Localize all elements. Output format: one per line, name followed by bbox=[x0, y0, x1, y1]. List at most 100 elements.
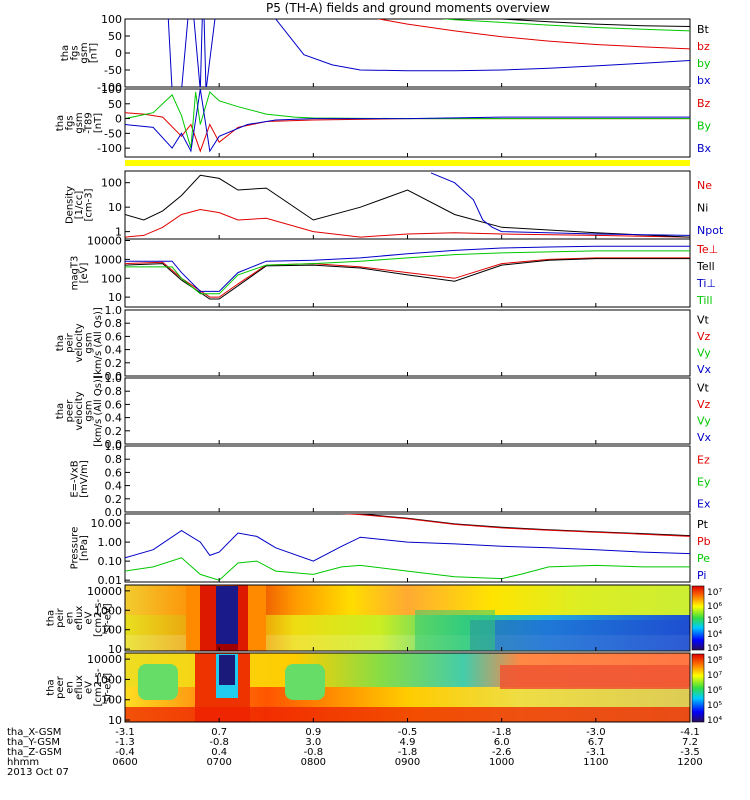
legend-label-1-2: Bx bbox=[697, 142, 712, 155]
series-line-7-Pb bbox=[340, 514, 690, 537]
series-line-3-Ti⊥ bbox=[125, 245, 690, 292]
series-line-7-Pe bbox=[125, 557, 690, 581]
y-tick-label-5-2: 0.6 bbox=[105, 398, 123, 411]
time-axis-value-6-3: 1200 bbox=[677, 757, 702, 768]
y-tick-label-4-1: 0.8 bbox=[105, 317, 123, 330]
time-axis-value-3-1: 4.9 bbox=[400, 737, 416, 748]
y-tick-label-4-0: 1.0 bbox=[105, 304, 123, 317]
colorbar-label-eir-1: 10⁶ bbox=[707, 602, 722, 612]
time-axis-value-2-0: 0.9 bbox=[305, 727, 321, 738]
y-axis-label-9-4: eV bbox=[84, 681, 95, 694]
y-axis-label-2-1: [1/cc] bbox=[74, 191, 85, 220]
y-tick-label-9-0: 10000 bbox=[87, 653, 122, 666]
legend-label-6-0: Ez bbox=[697, 453, 710, 466]
y-axis-label-1-0: tha bbox=[55, 115, 66, 131]
y-axis-label-7-0: Pressure bbox=[69, 527, 80, 570]
y-axis-label-4-4: [km/s (All Qs)] bbox=[93, 307, 104, 379]
peir-spec-dropout-low bbox=[216, 644, 238, 651]
legend-label-4-2: Vy bbox=[697, 347, 711, 360]
y-axis-label-9-5: [cm2-s- bbox=[93, 668, 104, 706]
time-axis-value-1-1: -0.8 bbox=[209, 737, 229, 748]
panel-efield-frame bbox=[124, 445, 691, 513]
time-axis-value-5-1: 6.7 bbox=[588, 737, 604, 748]
peer-spec-green-1 bbox=[138, 664, 178, 700]
y-axis-label-0-0: tha bbox=[60, 45, 71, 61]
legend-label-2-2: Npot bbox=[697, 224, 724, 237]
legend-label-4-1: Vz bbox=[697, 330, 711, 343]
time-axis-value-3-0: -0.5 bbox=[398, 727, 418, 738]
y-tick-label-8-1: 1000 bbox=[94, 604, 122, 617]
y-tick-label-3-2: 100 bbox=[101, 272, 122, 285]
y-axis-label-8-5: [cm2-s- bbox=[93, 599, 104, 637]
y-axis-label-5-1: peer bbox=[65, 399, 76, 423]
y-axis-label-8-1: peir bbox=[55, 607, 66, 627]
y-tick-label-6-3: 0.4 bbox=[105, 480, 123, 493]
time-axis-value-1-0: 0.7 bbox=[211, 727, 227, 738]
y-axis-label-9-2: en bbox=[65, 681, 76, 694]
series-line-7-Pi bbox=[125, 530, 690, 562]
y-axis-label-5-2: velocity bbox=[74, 391, 85, 430]
legend-label-7-2: Pe bbox=[697, 552, 710, 565]
colorbar-label-eir-3: 10⁴ bbox=[707, 630, 722, 640]
y-tick-label-1-0: 100 bbox=[101, 83, 122, 96]
colorbar-label-eir-0: 10⁷ bbox=[707, 588, 722, 598]
y-axis-label-4-1: peir bbox=[65, 332, 76, 352]
legend-label-5-1: Vz bbox=[697, 398, 711, 411]
y-tick-label-6-4: 0.2 bbox=[105, 493, 123, 506]
series-line-0-by bbox=[440, 19, 690, 32]
time-axis-value-0-3: 0600 bbox=[112, 757, 137, 768]
y-axis-label-8-4: eV bbox=[84, 611, 95, 624]
y-axis-label-8-0: tha bbox=[46, 610, 57, 626]
axis-row-label-x: tha_X-GSM bbox=[7, 727, 61, 738]
panel-pressure-frame bbox=[124, 513, 691, 583]
y-tick-label-7-1: 1.00 bbox=[98, 536, 123, 549]
peir-spec-band-red-1 bbox=[200, 585, 216, 651]
y-tick-label-1-1: 50 bbox=[108, 98, 122, 111]
legend-label-0-3: bx bbox=[697, 74, 711, 87]
legend-label-6-2: Ex bbox=[697, 497, 711, 510]
y-axis-label-4-0: tha bbox=[55, 335, 66, 351]
axis-row-label-hhmm: hhmm bbox=[7, 757, 39, 768]
legend-label-0-1: bz bbox=[697, 40, 710, 53]
plot-title: P5 (TH-A) fields and ground moments over… bbox=[266, 1, 550, 15]
y-axis-label-0-2: gsm bbox=[79, 42, 90, 63]
panel-peer-velocity bbox=[124, 377, 691, 445]
y-tick-label-5-5: 0.0 bbox=[105, 438, 123, 451]
y-tick-label-4-4: 0.2 bbox=[105, 357, 123, 370]
colorbar-label-eer-4: 10⁴ bbox=[707, 716, 722, 726]
legend-label-4-0: Vt bbox=[697, 314, 710, 327]
series-line-2-Npot bbox=[430, 172, 690, 236]
legend-label-1-1: By bbox=[697, 120, 712, 133]
legend-label-5-0: Vt bbox=[697, 382, 710, 395]
time-axis-value-2-3: 0800 bbox=[301, 757, 326, 768]
dynamic-layer: 100500-50-100thafgsgsm[nT]Btbzbybx100500… bbox=[46, 13, 724, 768]
y-axis-label-9-1: peer bbox=[55, 675, 66, 699]
time-axis: tha_X-GSM tha_Y-GSM tha_Z-GSM hhmm 2013 … bbox=[7, 727, 69, 778]
peir-spec-blue-noise bbox=[470, 620, 689, 650]
series-line-2-Ne bbox=[125, 208, 690, 238]
legend-label-2-1: Ni bbox=[697, 202, 708, 215]
panel-peer-spectrogram bbox=[124, 652, 691, 723]
y-tick-label-2-2: 1 bbox=[115, 226, 122, 239]
legend-label-7-1: Pb bbox=[697, 535, 711, 548]
y-axis-label-6-1: [mV/m] bbox=[79, 460, 90, 498]
panel-efield bbox=[124, 445, 691, 513]
colorbar-peer bbox=[691, 653, 705, 723]
time-axis-value-4-2: -2.6 bbox=[492, 747, 512, 758]
series-line-2-Ni bbox=[125, 174, 690, 238]
series-line-3-Tell bbox=[125, 258, 690, 300]
time-axis-value-5-3: 1100 bbox=[583, 757, 608, 768]
y-axis-label-9-0: tha bbox=[46, 679, 57, 695]
y-tick-label-3-1: 1000 bbox=[94, 253, 122, 266]
legend-label-0-0: Bt bbox=[697, 23, 710, 36]
panel-pressure bbox=[124, 513, 691, 583]
series-line-0-bx bbox=[167, 19, 690, 87]
y-tick-label-7-2: 0.10 bbox=[98, 555, 123, 568]
legend-label-2-0: Ne bbox=[697, 179, 712, 192]
y-tick-label-8-2: 100 bbox=[101, 624, 122, 637]
y-axis-label-4-2: velocity bbox=[74, 323, 85, 362]
peir-spec-dropout bbox=[216, 586, 238, 644]
y-tick-label-0-1: 50 bbox=[108, 30, 122, 43]
time-axis-value-2-1: 3.0 bbox=[305, 737, 321, 748]
